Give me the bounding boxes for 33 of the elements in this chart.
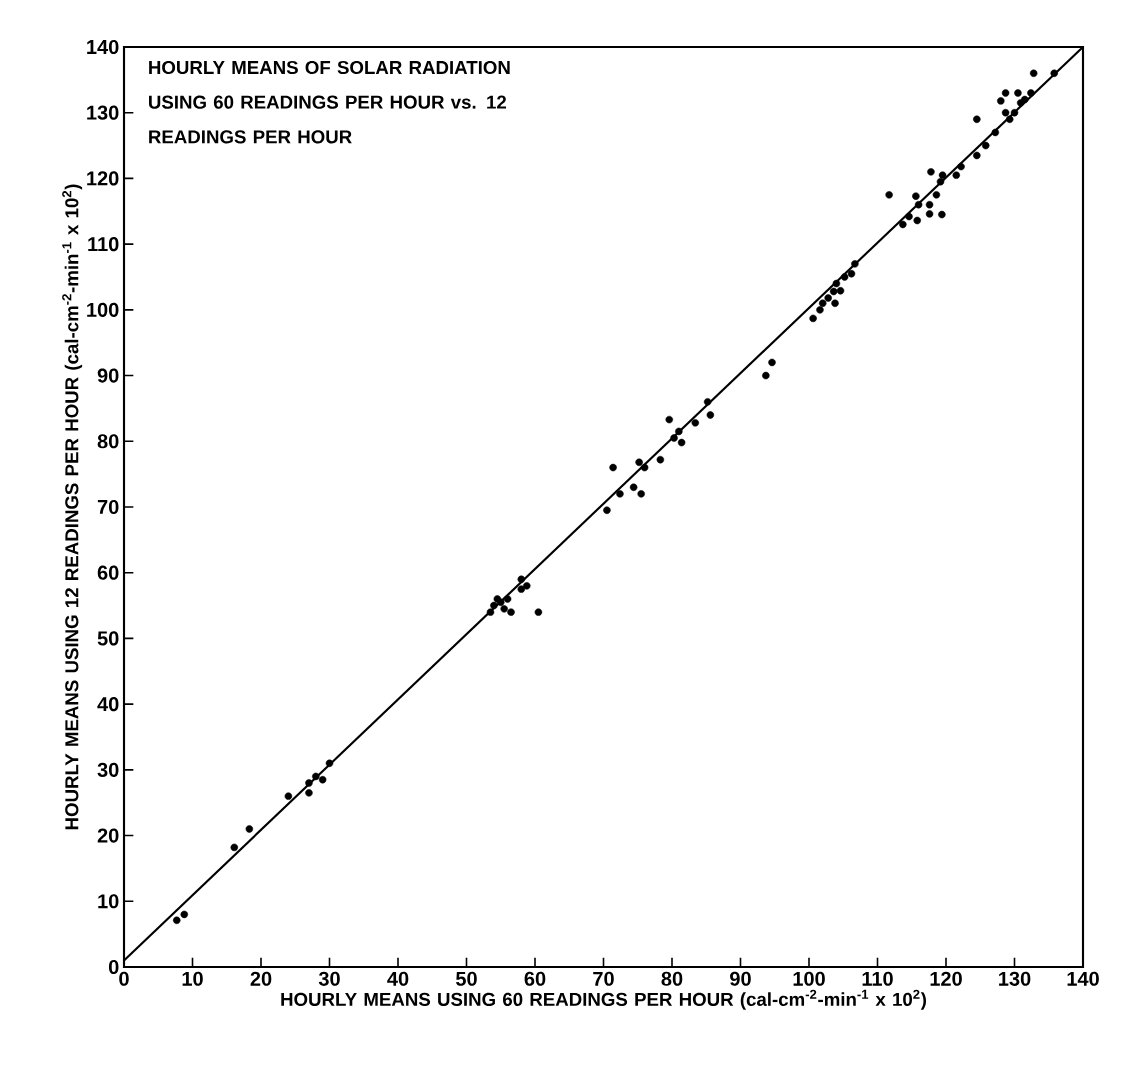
x-tick-label: 0 <box>119 971 129 986</box>
x-tick-label: 70 <box>593 971 614 986</box>
y-tick-label: 60 <box>97 565 119 580</box>
y-tick-label: 70 <box>97 499 119 515</box>
y-axis-title: HOURLY MEANS USING 12 READINGS PER HOUR (cal-cm$^{-2}$-min$^{-1}$ x 10$^{2}$) <box>62 184 83 830</box>
x-tick-label: 130 <box>999 971 1031 986</box>
y-tick-label: 80 <box>97 434 119 449</box>
x-tick-label: 140 <box>1067 971 1099 986</box>
x-tick-label: 110 <box>862 971 893 986</box>
x-tick-label: 40 <box>387 971 409 986</box>
y-tick-label: 30 <box>97 762 119 777</box>
x-tick-label: 20 <box>250 971 272 986</box>
x-tick-label: 50 <box>455 971 477 986</box>
x-tick-label: 90 <box>730 971 751 986</box>
y-tick-label: 50 <box>97 631 119 646</box>
x-axis-title: HOURLY MEANS USING 60 READINGS PER HOUR (cal-cm$^{-2}$-min$^{-1}$ x 10$^{2}$) <box>281 989 927 1010</box>
text: HOURLY MEANS OF SOLAR RADIATION USING 60 READINGS PER HOUR vs. 12 READINGS PER HOUR <box>149 60 510 144</box>
x-tick-label: 100 <box>793 971 825 986</box>
x-tick-label: 10 <box>182 971 203 986</box>
y-tick-label: 90 <box>97 368 119 383</box>
y-tick-label: 100 <box>87 302 119 317</box>
y-tick-label: 40 <box>97 697 119 712</box>
x-tick-label: 30 <box>318 971 340 986</box>
y-tick-label: 140 <box>87 39 119 55</box>
x-tick-label: 80 <box>661 971 683 986</box>
y-tick-label: 20 <box>97 828 119 843</box>
y-tick-label: 120 <box>87 171 119 186</box>
y-tick-label: 10 <box>98 894 119 909</box>
y-tick-label: 110 <box>88 237 119 252</box>
y-tick-label: 0 <box>108 959 119 975</box>
x-tick-label: 120 <box>930 971 962 986</box>
y-tick-label: 130 <box>87 105 119 120</box>
x-tick-label: 60 <box>524 971 546 986</box>
